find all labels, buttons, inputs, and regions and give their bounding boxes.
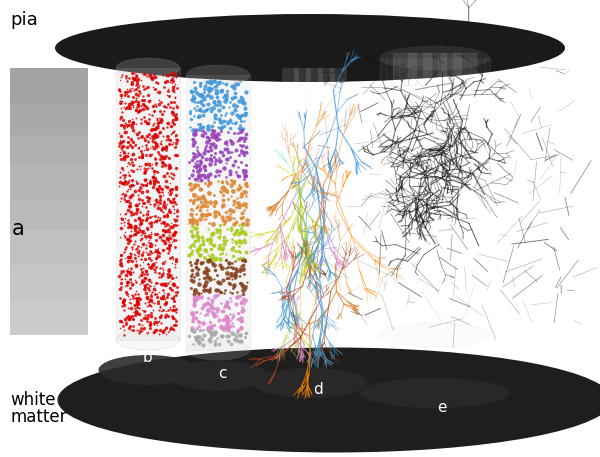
Text: pia: pia	[10, 11, 38, 29]
Polygon shape	[318, 68, 334, 345]
Polygon shape	[438, 53, 462, 340]
Polygon shape	[453, 53, 477, 340]
Polygon shape	[10, 135, 88, 165]
Ellipse shape	[186, 65, 250, 85]
Polygon shape	[116, 68, 180, 340]
Polygon shape	[306, 68, 322, 345]
Ellipse shape	[380, 323, 490, 347]
Polygon shape	[10, 300, 88, 335]
Polygon shape	[408, 53, 432, 340]
Ellipse shape	[360, 378, 510, 408]
Ellipse shape	[186, 340, 250, 360]
Text: matter: matter	[10, 408, 67, 426]
Polygon shape	[294, 68, 310, 345]
Ellipse shape	[98, 355, 197, 385]
Ellipse shape	[253, 368, 367, 398]
Ellipse shape	[58, 347, 600, 452]
Text: a: a	[12, 219, 25, 239]
Polygon shape	[10, 265, 88, 300]
Polygon shape	[10, 230, 88, 265]
Polygon shape	[393, 53, 417, 340]
Text: c: c	[218, 366, 226, 381]
Polygon shape	[423, 53, 447, 340]
Text: d: d	[313, 383, 323, 398]
Polygon shape	[10, 68, 88, 103]
Polygon shape	[10, 103, 88, 135]
Polygon shape	[282, 68, 298, 345]
Ellipse shape	[116, 330, 180, 350]
Ellipse shape	[116, 58, 180, 78]
Ellipse shape	[55, 14, 565, 82]
Ellipse shape	[169, 361, 268, 391]
Polygon shape	[10, 200, 88, 230]
Text: white: white	[10, 391, 56, 409]
Text: e: e	[437, 399, 447, 414]
Polygon shape	[186, 75, 250, 350]
Polygon shape	[330, 68, 346, 345]
Ellipse shape	[380, 46, 490, 70]
Polygon shape	[10, 165, 88, 200]
Text: b: b	[143, 350, 153, 365]
Polygon shape	[380, 58, 490, 335]
